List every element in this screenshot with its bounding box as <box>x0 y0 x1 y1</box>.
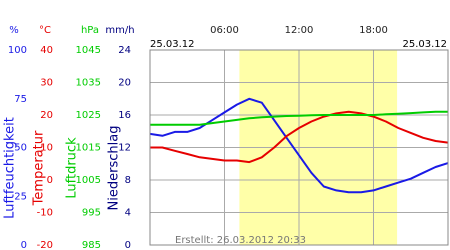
series-line <box>150 110 449 164</box>
y-tick-label: 24 <box>118 45 131 56</box>
axis-unit: % <box>9 25 19 36</box>
series-line <box>149 97 449 194</box>
y-tick-label: 20 <box>118 78 131 89</box>
y-tick-label: 985 <box>82 240 101 250</box>
y-tick-label: 995 <box>82 208 101 219</box>
x-tick-label: 06:00 <box>210 25 239 36</box>
y-tick-label: 40 <box>40 45 53 56</box>
x-tick-label: 12:00 <box>285 25 314 36</box>
axis-unit: hPa <box>81 25 99 36</box>
y-tick-label: 10 <box>40 143 53 154</box>
y-tick-label: -10 <box>37 208 53 219</box>
y-tick-label: 20 <box>40 110 53 121</box>
y-tick-label: 1015 <box>76 143 101 154</box>
axis-title: Temperatur <box>32 130 47 206</box>
y-tick-label: 100 <box>8 45 27 56</box>
y-tick-label: 50 <box>14 143 27 154</box>
y-tick-label: 25 <box>14 191 27 202</box>
date-start: 25.03.12 <box>150 39 195 50</box>
x-tick-label: 18:00 <box>359 25 388 36</box>
y-tick-label: 8 <box>125 175 131 186</box>
y-tick-label: 75 <box>14 94 27 105</box>
y-tick-label: 30 <box>40 78 53 89</box>
y-tick-label: 0 <box>47 175 53 186</box>
date-end: 25.03.12 <box>402 39 447 50</box>
y-tick-label: -20 <box>37 240 53 250</box>
y-tick-label: 4 <box>125 208 131 219</box>
y-tick-label: 12 <box>118 143 131 154</box>
y-tick-label: 1045 <box>76 45 101 56</box>
y-tick-label: 1025 <box>76 110 101 121</box>
series-line <box>150 110 448 126</box>
plot-area <box>149 49 449 246</box>
y-tick-label: 16 <box>118 110 131 121</box>
axis-title: Niederschlag <box>107 126 122 211</box>
axis-title: Luftfeuchtigkeit <box>3 117 18 219</box>
y-tick-label: 1005 <box>76 175 101 186</box>
y-tick-label: 1035 <box>76 78 101 89</box>
created-note: Erstellt: 26.03.2012 20:33 <box>175 235 306 246</box>
y-tick-label: 0 <box>125 240 131 250</box>
axis-unit: °C <box>39 25 51 36</box>
axis-unit: mm/h <box>105 25 134 36</box>
y-tick-label: 0 <box>21 240 27 250</box>
axis-title: Luftdruck <box>65 137 80 199</box>
